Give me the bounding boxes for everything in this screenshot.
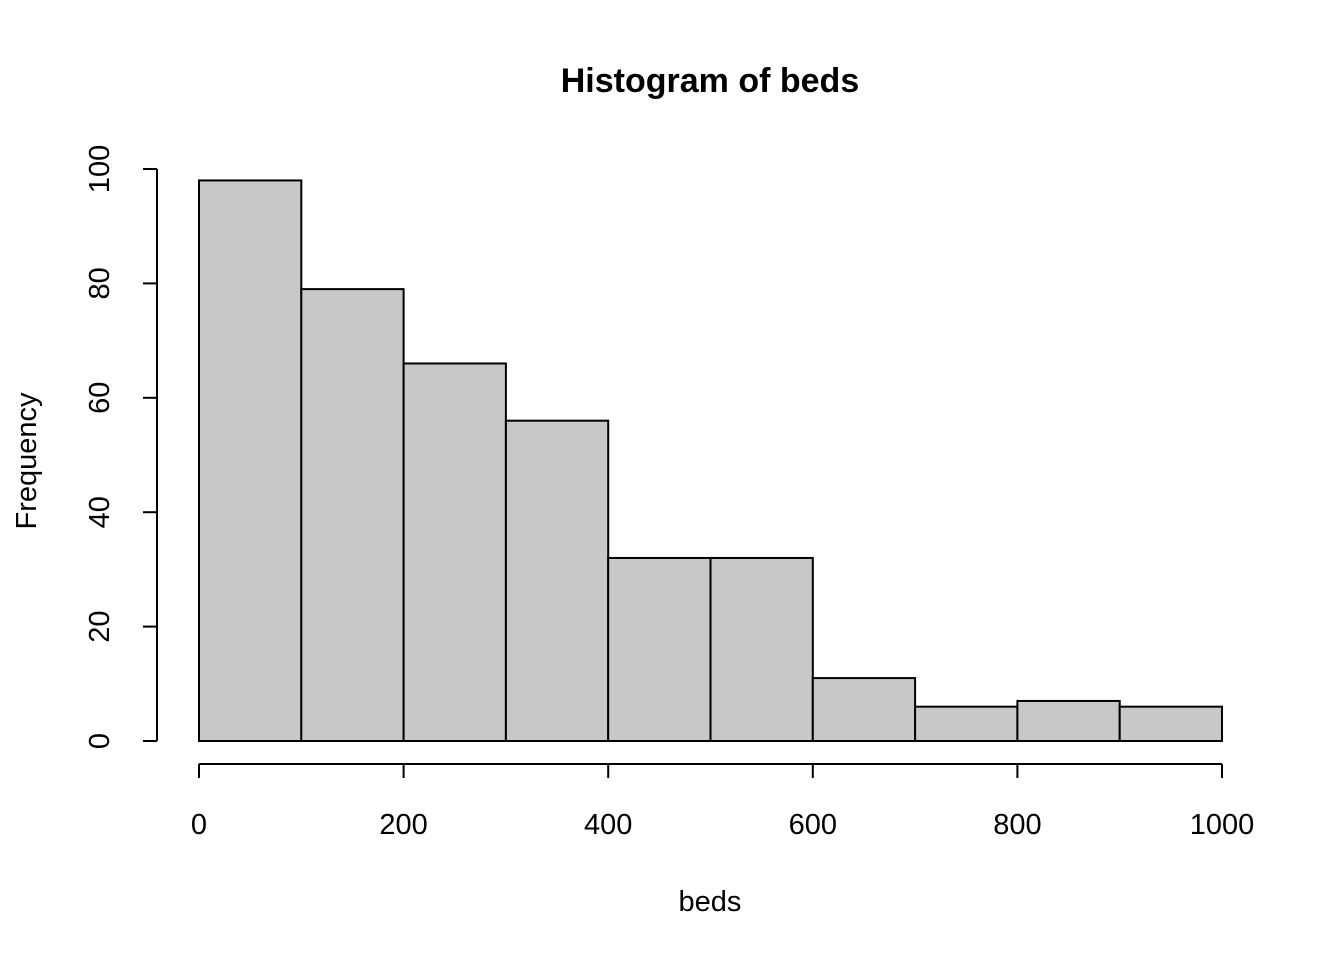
x-axis: 0 200 400 600 800 1000 <box>191 763 1255 841</box>
y-tick-label-5: 100 <box>84 145 116 193</box>
histogram-bar-8 <box>1016 699 1121 743</box>
x-tick-label-5: 1000 <box>1190 809 1255 841</box>
x-tick-label-0: 0 <box>191 809 207 841</box>
histogram-bar-0 <box>198 179 303 742</box>
x-tick-label-4: 800 <box>993 809 1041 841</box>
x-tick-label-2: 400 <box>584 809 632 841</box>
y-tick-label-0: 0 <box>84 733 116 749</box>
y-axis-label: Frequency <box>11 392 43 530</box>
y-axis: 0 20 40 60 80 100 <box>84 145 158 749</box>
x-axis-label: beds <box>679 886 742 918</box>
histogram-bar-6 <box>811 677 917 743</box>
histogram-bar-7 <box>914 705 1019 742</box>
y-tick-label-3: 60 <box>84 382 116 414</box>
y-tick-label-2: 40 <box>84 496 116 528</box>
histogram-bar-2 <box>402 362 507 742</box>
chart-title: Histogram of beds <box>561 62 859 100</box>
y-tick-label-1: 20 <box>84 610 116 642</box>
y-tick-label-4: 80 <box>84 267 116 299</box>
histogram-bar-4 <box>607 556 712 743</box>
x-tick-label-3: 600 <box>789 809 837 841</box>
histogram-bars <box>198 179 1223 743</box>
histogram-bar-9 <box>1118 705 1223 742</box>
histogram-bar-5 <box>709 556 814 743</box>
x-tick-label-1: 200 <box>379 809 427 841</box>
histogram-bar-3 <box>504 419 610 742</box>
histogram-bar-1 <box>300 288 405 742</box>
